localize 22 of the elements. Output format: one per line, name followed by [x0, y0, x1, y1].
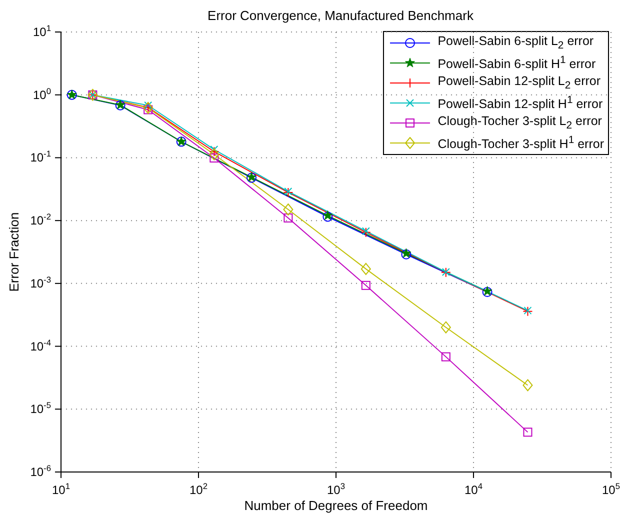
y-tick-label: 10$^{-1}$ — [30, 148, 52, 165]
legend-label: Powell-Sabin 6-split L$_{2}$ error — [438, 34, 594, 52]
x-tick-label: 10$^{3}$ — [326, 481, 346, 497]
y-axis-title: Error Fraction — [6, 212, 22, 292]
y-tick-label: 10$^{1}$ — [32, 23, 52, 39]
legend-label: Clough-Tocher 3-split L$_{2}$ error — [438, 114, 602, 132]
y-tick-label: 10$^{-5}$ — [30, 400, 52, 416]
y-tick-label: 10$^{-6}$ — [30, 463, 52, 479]
y-tick-label: 10$^{-3}$ — [30, 274, 52, 290]
x-tick-label: 10$^{1}$ — [52, 481, 70, 497]
x-tick-label: 10$^{4}$ — [464, 481, 483, 497]
chart-title: Error Convergence, Manufactured Benchmark — [206, 8, 474, 24]
legend-label: Clough-Tocher 3-split H$^{1}$ error — [438, 134, 604, 152]
y-tick-label: 10$^{-2}$ — [30, 212, 52, 228]
x-tick-label: 10$^{2}$ — [189, 481, 208, 497]
y-tick-label: 10$^{-4}$ — [30, 337, 52, 354]
legend-label: Powell-Sabin 12-split L$_{2}$ error — [438, 74, 601, 92]
y-tick-label: 10$^{0}$ — [32, 86, 52, 102]
legend-label: Powell-Sabin 12-split H$^{1}$ error — [438, 94, 603, 112]
legend-label: Powell-Sabin 6-split H$^{1}$ error — [438, 54, 596, 72]
x-axis-title: Number of Degrees of Freedom — [244, 498, 428, 513]
x-tick-label: 10$^{5}$ — [602, 481, 620, 497]
